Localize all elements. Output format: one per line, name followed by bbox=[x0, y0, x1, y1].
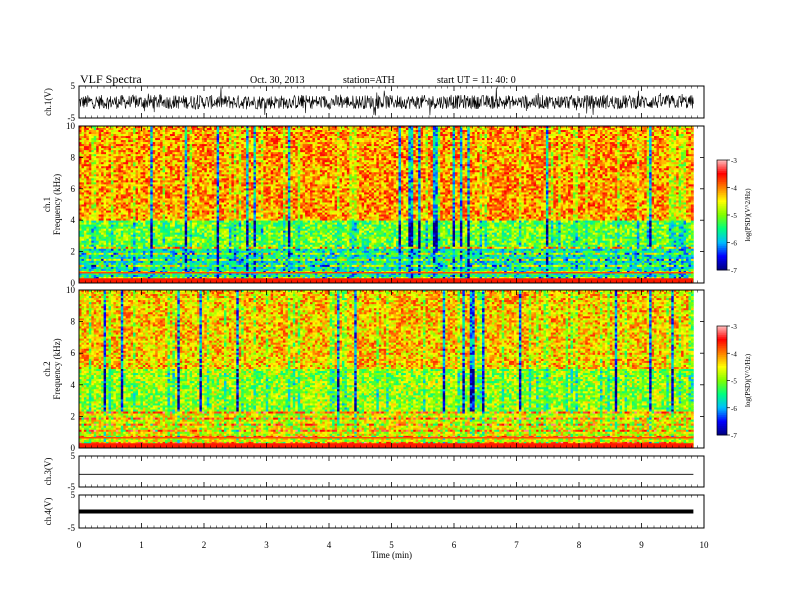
x-tick-label: 10 bbox=[700, 540, 710, 550]
station-label: station=ATH bbox=[343, 75, 395, 86]
y-axis-label: ch.1(V) bbox=[43, 88, 53, 116]
colorbar-tick-label: -5 bbox=[731, 212, 737, 220]
ch1-spectrogram bbox=[79, 126, 694, 284]
colorbar-tick-label: -3 bbox=[731, 323, 737, 331]
x-tick-label: 5 bbox=[389, 540, 394, 550]
x-tick-label: 3 bbox=[264, 540, 269, 550]
y-axis-label: ch.3(V) bbox=[43, 458, 53, 486]
ch1-spectrogram-tick-label: 4 bbox=[71, 215, 76, 225]
colorbar-tick-label: -7 bbox=[731, 267, 737, 275]
x-tick-label: 0 bbox=[77, 540, 82, 550]
y-axis-label: Frequency (kHz) bbox=[52, 338, 62, 399]
colorbar-tick-label: -4 bbox=[731, 185, 737, 193]
ch1-waveform-tick-label: 5 bbox=[71, 81, 76, 91]
ch1-spectrogram-tick-label: 2 bbox=[71, 247, 76, 257]
y-axis-label: ch.4(V) bbox=[43, 498, 53, 526]
y-axis-label: Frequency (kHz) bbox=[52, 174, 62, 235]
ch1-waveform-ylabel: ch.1(V) bbox=[43, 88, 53, 116]
colorbar-tick-label: -4 bbox=[731, 350, 737, 358]
ch2-spectrogram-ylabel: ch.2 Frequency (kHz) bbox=[42, 338, 62, 399]
colorbar-tick-label: -6 bbox=[731, 405, 737, 413]
ch3-waveform-ylabel: ch.3(V) bbox=[43, 458, 53, 486]
ch4-waveform-ylabel: ch.4(V) bbox=[43, 498, 53, 526]
ch1-spectrogram-tick-label: 0 bbox=[71, 278, 76, 288]
x-tick-label: 7 bbox=[514, 540, 519, 550]
ch1-spectrogram-tick-label: 8 bbox=[71, 152, 76, 162]
colorbar-label: log(PSD)(V^2/Hz) bbox=[744, 353, 752, 407]
ch3-waveform-tick-label: -5 bbox=[68, 482, 76, 492]
x-axis-label: Time (min) bbox=[371, 550, 412, 560]
y-axis-label: ch.2 bbox=[42, 361, 52, 376]
ch1-waveform-tick-label: -5 bbox=[68, 113, 76, 123]
x-tick-label: 2 bbox=[202, 540, 207, 550]
ch2-spectrogram-tick-label: 10 bbox=[66, 285, 76, 295]
ch1-trace bbox=[78, 87, 694, 116]
date-label: Oct. 30, 2013 bbox=[250, 75, 304, 86]
ch1-colorbar bbox=[716, 159, 730, 271]
chart-title: VLF Spectra bbox=[80, 72, 142, 87]
colorbar-tick-label: -6 bbox=[731, 240, 737, 248]
ch2-spectrogram-tick-label: 6 bbox=[71, 348, 76, 358]
ch2-colorbar bbox=[716, 325, 730, 436]
ch2-spectrogram-tick-label: 8 bbox=[71, 317, 76, 327]
ch4-waveform-tick-label: -5 bbox=[68, 523, 76, 533]
ch1-trace-group bbox=[78, 87, 694, 116]
ch2-spectrogram-tick-label: 2 bbox=[71, 411, 76, 421]
ch2-spectrogram bbox=[79, 290, 694, 449]
colorbar-tick-label: -7 bbox=[731, 432, 737, 440]
y-axis-label: ch.1 bbox=[42, 197, 52, 212]
colorbar-label-text: log(PSD)(V^2/Hz) bbox=[744, 353, 752, 407]
ch2-spectrogram-tick-label: 4 bbox=[71, 380, 76, 390]
colorbar-label-text: log(PSD)(V^2/Hz) bbox=[744, 188, 752, 242]
ch4-waveform-tick-label: 5 bbox=[71, 490, 76, 500]
x-tick-label: 4 bbox=[327, 540, 332, 550]
x-tick-label: 1 bbox=[139, 540, 144, 550]
colorbar-tick-label: -3 bbox=[731, 157, 737, 165]
x-tick-label: 8 bbox=[577, 540, 582, 550]
colorbar-label: log(PSD)(V^2/Hz) bbox=[744, 188, 752, 242]
ch1-spectrogram-tick-label: 10 bbox=[66, 121, 76, 131]
ch1-spectrogram-ylabel: ch.1 Frequency (kHz) bbox=[42, 174, 62, 235]
ch3-waveform-tick-label: 5 bbox=[71, 451, 76, 461]
colorbar-tick-label: -5 bbox=[731, 378, 737, 386]
ch1-spectrogram-tick-label: 6 bbox=[71, 184, 76, 194]
start-time-label: start UT = 11: 40: 0 bbox=[437, 75, 516, 86]
x-tick-label: 6 bbox=[452, 540, 457, 550]
x-tick-label: 9 bbox=[639, 540, 644, 550]
ch2-spectrogram-tick-label: 0 bbox=[71, 443, 76, 453]
